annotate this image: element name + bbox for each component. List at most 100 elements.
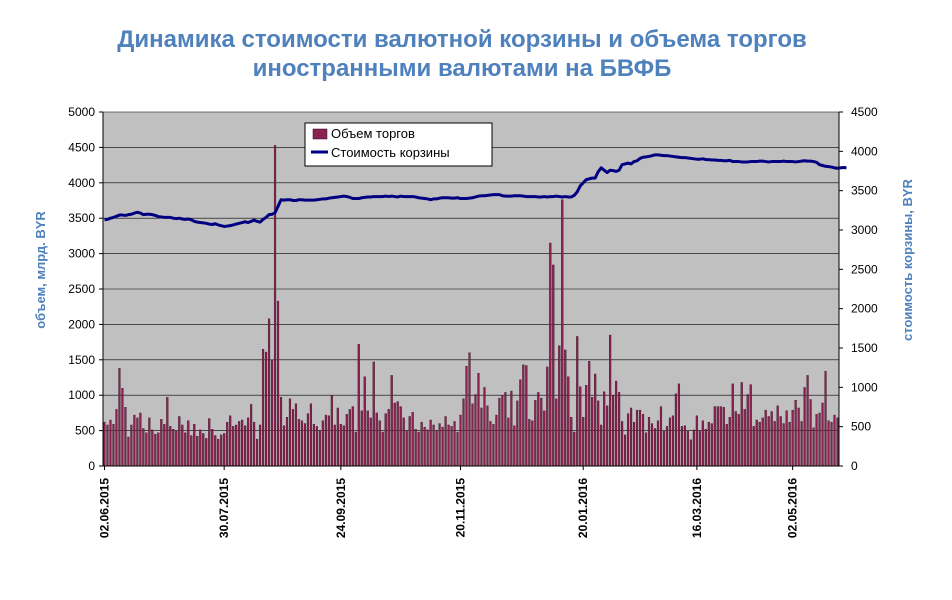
volume-bar [130,424,133,467]
volume-bar [456,431,459,467]
volume-bar [803,387,806,467]
volume-bar [160,419,163,467]
basket-cost-line [104,153,847,228]
right-tick-label: 1000 [851,380,878,394]
volume-bar [552,264,555,467]
volume-bar [459,414,462,467]
volume-bar [235,424,238,467]
volume-bar [244,425,247,467]
x-axis-ticks: 02.06.2015 30.07.2015 24.09.2015 20.11.2015… [98,466,800,538]
volume-bar [282,425,286,467]
volume-bar [677,383,681,467]
volume-bar [169,426,172,467]
volume-bar [788,421,791,467]
volume-bar [193,424,196,467]
volume-bar [561,199,564,467]
volume-bar [288,398,292,467]
volume-bar [692,429,695,467]
volume-bar [534,400,537,467]
volume-bar [656,420,660,467]
volume-bar [704,429,707,467]
volume-bar [621,421,624,467]
volume-bar [558,345,561,467]
volume-bar [438,423,441,467]
volume-bar [327,415,330,467]
volume-bar [686,431,689,467]
volume-bar [402,417,405,467]
volume-bar [273,145,277,467]
volume-bar [211,429,214,467]
volume-bar [190,435,193,467]
volume-bar [321,420,324,467]
volume-bar [474,394,477,467]
volume-bar [764,409,767,467]
volume-bar [582,416,585,467]
volume-bar [258,424,262,467]
volume-bar [659,406,663,467]
volume-bar [393,402,396,467]
volume-bar [833,414,836,467]
left-tick-label: 1000 [68,388,95,402]
volume-bar [255,438,259,467]
volume-bar [737,414,740,467]
volume-bar [363,376,366,467]
right-tick-label: 3500 [851,184,878,198]
volume-bar [573,431,576,467]
left-tick-label: 4500 [68,140,95,154]
volume-bar [591,397,594,467]
volume-bar [710,423,713,467]
volume-bar [399,406,402,467]
volume-bar [522,364,525,467]
volume-bar [543,410,546,467]
volume-bar [339,424,342,467]
volume-bar [644,432,648,467]
volume-bar [420,421,423,467]
volume-bar [297,419,301,467]
left-tick-label: 2000 [68,317,95,331]
volume-bar [827,420,830,467]
volume-bar [157,432,160,467]
volume-bar [471,403,474,467]
volume-bar [516,400,519,467]
volume-bar [728,416,731,467]
volume-bar [351,406,354,467]
volume-bar [791,409,794,467]
right-tick-label: 4000 [851,144,878,158]
volume-bar [477,373,480,467]
volume-bar [136,417,139,467]
volume-bar [333,424,336,467]
volume-bar [504,392,507,467]
right-axis-title: стоимость корзины, BYR [900,178,915,341]
volume-bar [435,430,438,467]
volume-bar [247,417,250,467]
volume-bar [187,420,190,467]
volume-bar [761,417,764,467]
volume-bar [773,421,776,467]
volume-bar [537,392,540,467]
volume-bar [632,421,636,467]
volume-bar [749,384,752,467]
volume-bar [429,419,432,467]
volume-bar [145,432,148,467]
volume-bar [722,407,725,467]
volume-bar [181,424,184,467]
volume-bar [300,420,304,467]
volume-bar [519,379,522,467]
volume-bar [674,393,678,467]
volume-bar [441,426,444,467]
volume-bar [309,403,313,467]
volume-bar [624,434,627,467]
volume-bar [112,424,115,467]
volume-bar [405,430,408,467]
chart-title-line-1: Динамика стоимости валютной корзины и об… [117,26,806,53]
volume-bar [830,421,833,467]
volume-bar [465,366,468,467]
volume-bar [546,366,549,467]
volume-bar [423,426,426,467]
x-tick-label: 16.03.2016 [690,478,704,538]
volume-bar [680,426,684,467]
volume-bar [202,433,205,467]
volume-bar [387,409,390,467]
volume-bar [390,375,393,467]
volume-bar [378,420,381,467]
